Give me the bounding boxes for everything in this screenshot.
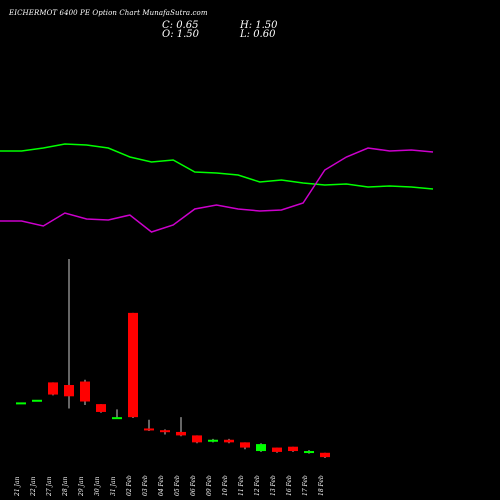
date-tick-label: 06 Feb bbox=[190, 475, 197, 496]
candle-body bbox=[224, 439, 234, 443]
date-tick-label: 05 Feb bbox=[174, 475, 181, 496]
date-tick-label: 31 Jan bbox=[110, 476, 117, 496]
chart-title: EICHERMOT 6400 PE Option Chart MunafaSut… bbox=[9, 9, 208, 17]
candle-body bbox=[208, 439, 218, 442]
candle-body bbox=[16, 402, 26, 405]
date-tick-label: 02 Feb bbox=[126, 475, 133, 496]
date-tick-label: 28 Jan bbox=[62, 476, 69, 497]
candle-body bbox=[32, 399, 42, 402]
indicator-line-green bbox=[0, 143, 434, 190]
indicator-line-magenta bbox=[0, 147, 434, 233]
candle-body bbox=[256, 444, 266, 452]
date-tick-label: 18 Feb bbox=[318, 475, 325, 496]
candle-body bbox=[176, 431, 186, 436]
candle-body bbox=[272, 447, 282, 452]
candle-body bbox=[128, 312, 138, 418]
date-tick-label: 10 Feb bbox=[222, 475, 229, 496]
close-readout: C: 0.65 bbox=[162, 20, 199, 31]
candle-body bbox=[160, 430, 170, 433]
candle-body bbox=[80, 381, 90, 402]
date-tick-label: 22 Jan bbox=[30, 476, 37, 497]
candle-body bbox=[96, 404, 106, 412]
date-tick-label: 17 Feb bbox=[302, 475, 309, 496]
date-tick-label: 29 Jan bbox=[78, 476, 85, 497]
date-tick-label: 09 Feb bbox=[206, 475, 213, 496]
low-readout: L: 0.60 bbox=[240, 29, 276, 40]
date-tick-label: 30 Jan bbox=[94, 476, 101, 496]
candle-body bbox=[112, 417, 122, 420]
candle-body bbox=[48, 382, 58, 395]
candle-body bbox=[320, 452, 330, 458]
candle-body bbox=[144, 428, 154, 431]
date-tick-label: 27 Jan bbox=[46, 476, 53, 497]
high-readout: H: 1.50 bbox=[240, 20, 278, 31]
date-tick-label: 21 Jan bbox=[14, 476, 21, 497]
open-readout: O: 1.50 bbox=[162, 29, 200, 40]
date-tick-label: 16 Feb bbox=[286, 475, 293, 496]
candle-body bbox=[64, 385, 74, 397]
candle-body bbox=[304, 451, 314, 454]
date-tick-label: 04 Feb bbox=[158, 475, 165, 496]
date-tick-label: 11 Feb bbox=[238, 475, 245, 496]
candle-body bbox=[192, 435, 202, 443]
candle-body bbox=[288, 446, 298, 452]
date-tick-label: 12 Feb bbox=[254, 475, 261, 496]
date-tick-label: 03 Feb bbox=[142, 475, 149, 496]
date-tick-label: 13 Feb bbox=[270, 475, 277, 496]
candle-body bbox=[240, 442, 250, 448]
